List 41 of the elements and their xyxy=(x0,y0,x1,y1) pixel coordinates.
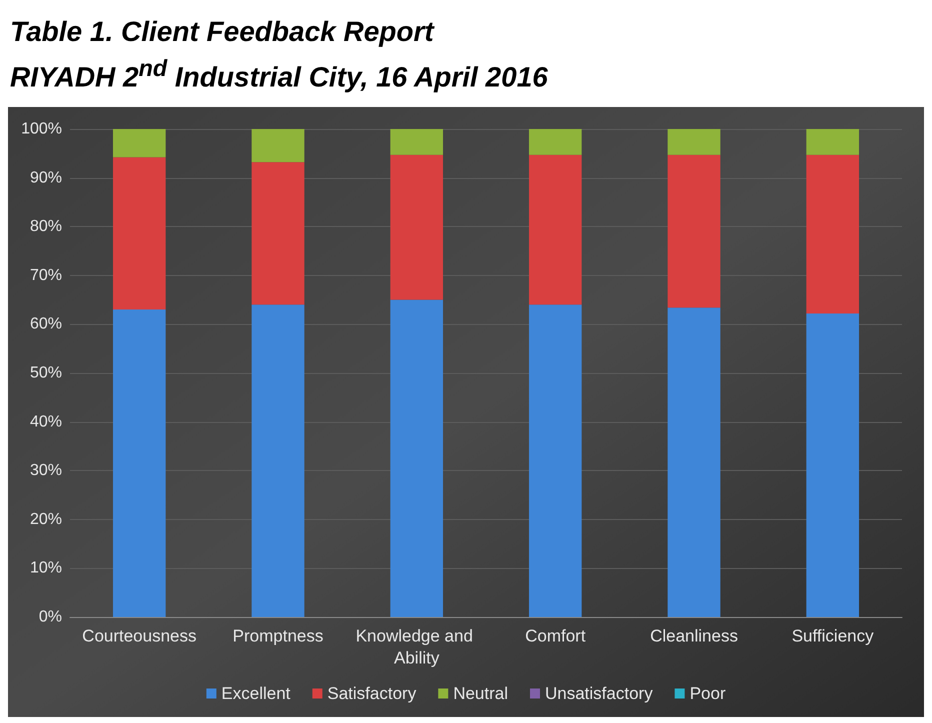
bar xyxy=(252,162,304,306)
x-tick-label: Sufficiency xyxy=(792,626,874,646)
bar xyxy=(806,129,860,156)
x-tick-label: Knowledge and Ability xyxy=(356,626,478,668)
legend-label: Satisfactory xyxy=(327,684,417,704)
legend-label: Neutral xyxy=(453,684,508,704)
bar xyxy=(390,300,444,618)
y-tick-label: 70% xyxy=(30,267,62,284)
y-tick-label: 40% xyxy=(30,414,62,431)
x-tick-label: Comfort xyxy=(525,626,586,646)
y-tick-label: 60% xyxy=(30,316,62,334)
bar xyxy=(806,155,860,314)
legend-label: Poor xyxy=(690,684,726,704)
bar xyxy=(806,314,860,618)
bar xyxy=(390,129,444,156)
y-tick-label: 90% xyxy=(30,170,62,187)
bar xyxy=(528,129,582,156)
bar xyxy=(112,310,166,618)
y-tick-label: 20% xyxy=(30,511,62,528)
legend-label: Unsatisfactory xyxy=(544,684,654,704)
bar xyxy=(528,155,582,306)
y-tick-label: 30% xyxy=(30,462,62,480)
y-tick-label: 100% xyxy=(21,120,62,138)
bar xyxy=(112,129,166,158)
chart-title: Table 1. Client Feedback Report RIYADH 2$^{nd}$ Industrial City, 16 April 2016 xyxy=(10,15,549,94)
bar xyxy=(252,129,304,163)
bar xyxy=(668,155,720,308)
x-tick-label: Courteousness xyxy=(82,626,197,646)
x-tick-label: Cleanliness xyxy=(650,626,738,646)
bar xyxy=(528,305,582,618)
y-tick-label: 80% xyxy=(30,218,62,236)
bar xyxy=(390,155,444,300)
bar xyxy=(668,129,720,156)
y-tick-label: 50% xyxy=(30,364,62,382)
bar xyxy=(252,305,304,618)
y-tick-label: 10% xyxy=(30,560,62,578)
bar xyxy=(112,158,166,310)
y-tick-label: 0% xyxy=(38,608,62,626)
legend-label: Excellent xyxy=(221,684,291,704)
x-tick-label: Promptness xyxy=(232,626,324,646)
bar xyxy=(668,308,720,618)
